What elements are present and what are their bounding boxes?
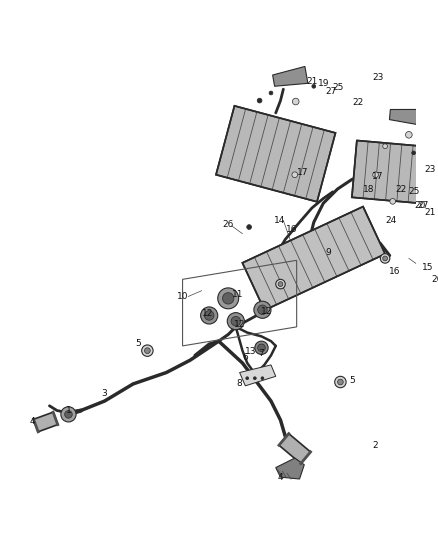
Circle shape <box>338 379 343 385</box>
Text: 20: 20 <box>415 200 426 209</box>
Circle shape <box>201 307 218 324</box>
Polygon shape <box>240 365 276 386</box>
Circle shape <box>145 348 150 353</box>
Circle shape <box>255 341 268 354</box>
Circle shape <box>205 311 214 320</box>
Circle shape <box>223 293 234 304</box>
Circle shape <box>276 279 285 289</box>
Text: 1: 1 <box>66 406 71 415</box>
Circle shape <box>406 132 412 138</box>
Circle shape <box>218 288 239 309</box>
Text: 22: 22 <box>352 98 363 107</box>
Text: 17: 17 <box>372 172 383 181</box>
Text: 9: 9 <box>325 248 331 257</box>
Text: 26: 26 <box>223 220 234 229</box>
Circle shape <box>412 151 416 155</box>
Circle shape <box>254 301 271 318</box>
Circle shape <box>141 345 153 357</box>
Text: 25: 25 <box>332 83 343 92</box>
Circle shape <box>65 410 72 418</box>
Text: 5: 5 <box>135 340 141 349</box>
Text: 12: 12 <box>234 320 245 329</box>
Polygon shape <box>389 109 419 125</box>
Circle shape <box>258 305 267 314</box>
Circle shape <box>380 254 390 263</box>
Circle shape <box>383 256 388 261</box>
Polygon shape <box>242 207 385 310</box>
Text: 21: 21 <box>424 208 435 217</box>
Text: 13: 13 <box>245 347 257 356</box>
Text: 8: 8 <box>237 379 243 389</box>
Text: 16: 16 <box>286 225 298 235</box>
Text: 7: 7 <box>258 349 265 358</box>
Circle shape <box>293 98 299 105</box>
Circle shape <box>227 313 244 330</box>
Text: 6: 6 <box>243 353 248 362</box>
Text: 12: 12 <box>261 307 272 316</box>
Circle shape <box>420 163 424 167</box>
Text: 26: 26 <box>432 275 438 284</box>
Text: 11: 11 <box>232 290 244 299</box>
Circle shape <box>269 91 273 95</box>
Circle shape <box>257 98 262 103</box>
Text: 12: 12 <box>201 309 213 318</box>
Circle shape <box>246 377 249 379</box>
Text: 2: 2 <box>373 441 378 450</box>
Text: 4: 4 <box>29 417 35 426</box>
Text: 23: 23 <box>373 73 384 82</box>
Text: 17: 17 <box>297 168 308 177</box>
Circle shape <box>390 198 396 204</box>
Text: 14: 14 <box>274 216 285 225</box>
Circle shape <box>335 376 346 387</box>
Text: 25: 25 <box>408 188 419 196</box>
Text: 21: 21 <box>306 77 318 86</box>
Circle shape <box>247 225 251 229</box>
Text: 19: 19 <box>318 79 329 88</box>
Circle shape <box>373 172 378 177</box>
Polygon shape <box>279 433 311 464</box>
Circle shape <box>278 282 283 286</box>
Text: 22: 22 <box>396 185 407 195</box>
Circle shape <box>258 344 265 352</box>
Text: 23: 23 <box>424 165 435 174</box>
Polygon shape <box>272 67 308 86</box>
Text: 27: 27 <box>325 86 336 95</box>
Circle shape <box>292 172 297 177</box>
Circle shape <box>254 377 256 379</box>
Circle shape <box>383 144 388 149</box>
Text: 10: 10 <box>177 292 188 301</box>
Text: 4: 4 <box>278 473 283 482</box>
Polygon shape <box>276 458 304 479</box>
Text: 27: 27 <box>417 200 429 209</box>
Text: 15: 15 <box>422 263 434 272</box>
Text: 16: 16 <box>389 267 400 276</box>
Polygon shape <box>216 106 336 202</box>
Text: 18: 18 <box>363 185 374 195</box>
Polygon shape <box>352 141 438 205</box>
Circle shape <box>261 377 264 379</box>
Circle shape <box>435 275 438 280</box>
Circle shape <box>61 407 76 422</box>
Circle shape <box>312 84 316 88</box>
Text: 5: 5 <box>349 376 355 385</box>
Polygon shape <box>34 412 58 432</box>
Text: 3: 3 <box>102 389 107 398</box>
Circle shape <box>231 317 240 326</box>
Text: 24: 24 <box>385 216 396 225</box>
